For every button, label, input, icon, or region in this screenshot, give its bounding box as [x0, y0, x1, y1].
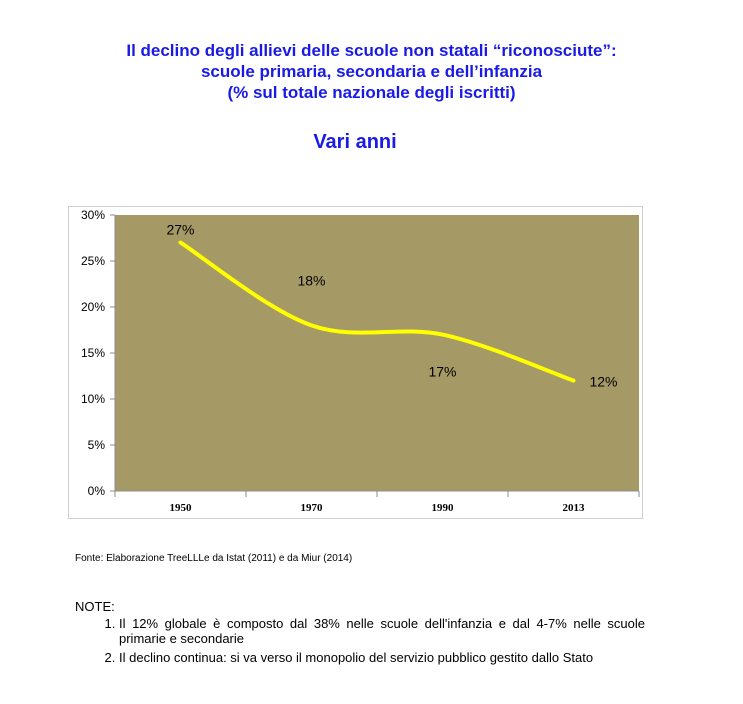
data-label: 18% — [297, 272, 325, 288]
chart-title-block: Il declino degli allievi delle scuole no… — [0, 40, 743, 103]
series-line — [178, 240, 576, 383]
chart-subtitle: Vari anni — [313, 131, 397, 153]
y-tick-label: 0% — [88, 484, 106, 498]
note-item-2: Il declino continua: si va verso il mono… — [119, 650, 645, 665]
line-chart: 0% 5% 10% 15% 20% 25% 30% 1950 1970 1990 2013 27% 18… — [81, 208, 640, 514]
data-label: 12% — [589, 374, 617, 390]
note-item-1: Il 12% globale è composto dal 38% nelle … — [119, 616, 645, 646]
title-line-2: scuole primaria, secondaria e dell’infan… — [200, 62, 543, 81]
notes-title: NOTE: — [75, 599, 115, 614]
x-tick-label: 2013 — [563, 502, 586, 514]
data-label: 27% — [166, 222, 194, 238]
x-tick-label: 1990 — [432, 502, 455, 514]
chart-frame: 0% 5% 10% 15% 20% 25% 30% 1950 1970 1990 2013 27% 18… — [68, 206, 643, 519]
title-line-3: (% sul totale nazionale degli iscritti) — [227, 83, 516, 102]
y-tick-label: 10% — [81, 392, 105, 406]
data-label: 17% — [428, 364, 456, 380]
y-tick-label: 20% — [81, 300, 105, 314]
y-tick-label: 30% — [81, 208, 105, 222]
notes-section: NOTE: Il 12% globale è composto dal 38% … — [75, 599, 645, 669]
x-tick-label: 1970 — [301, 502, 324, 514]
notes-list: Il 12% globale è composto dal 38% nelle … — [75, 616, 645, 665]
title-line-1: Il declino degli allievi delle scuole no… — [126, 41, 617, 60]
x-tick-label: 1950 — [170, 502, 193, 514]
y-tick-label: 25% — [81, 254, 105, 268]
source-note: Fonte: Elaborazione TreeLLLe da Istat (2… — [75, 553, 353, 564]
y-tick-label: 15% — [81, 346, 105, 360]
y-tick-label: 5% — [88, 438, 106, 452]
plot-area — [115, 215, 639, 491]
